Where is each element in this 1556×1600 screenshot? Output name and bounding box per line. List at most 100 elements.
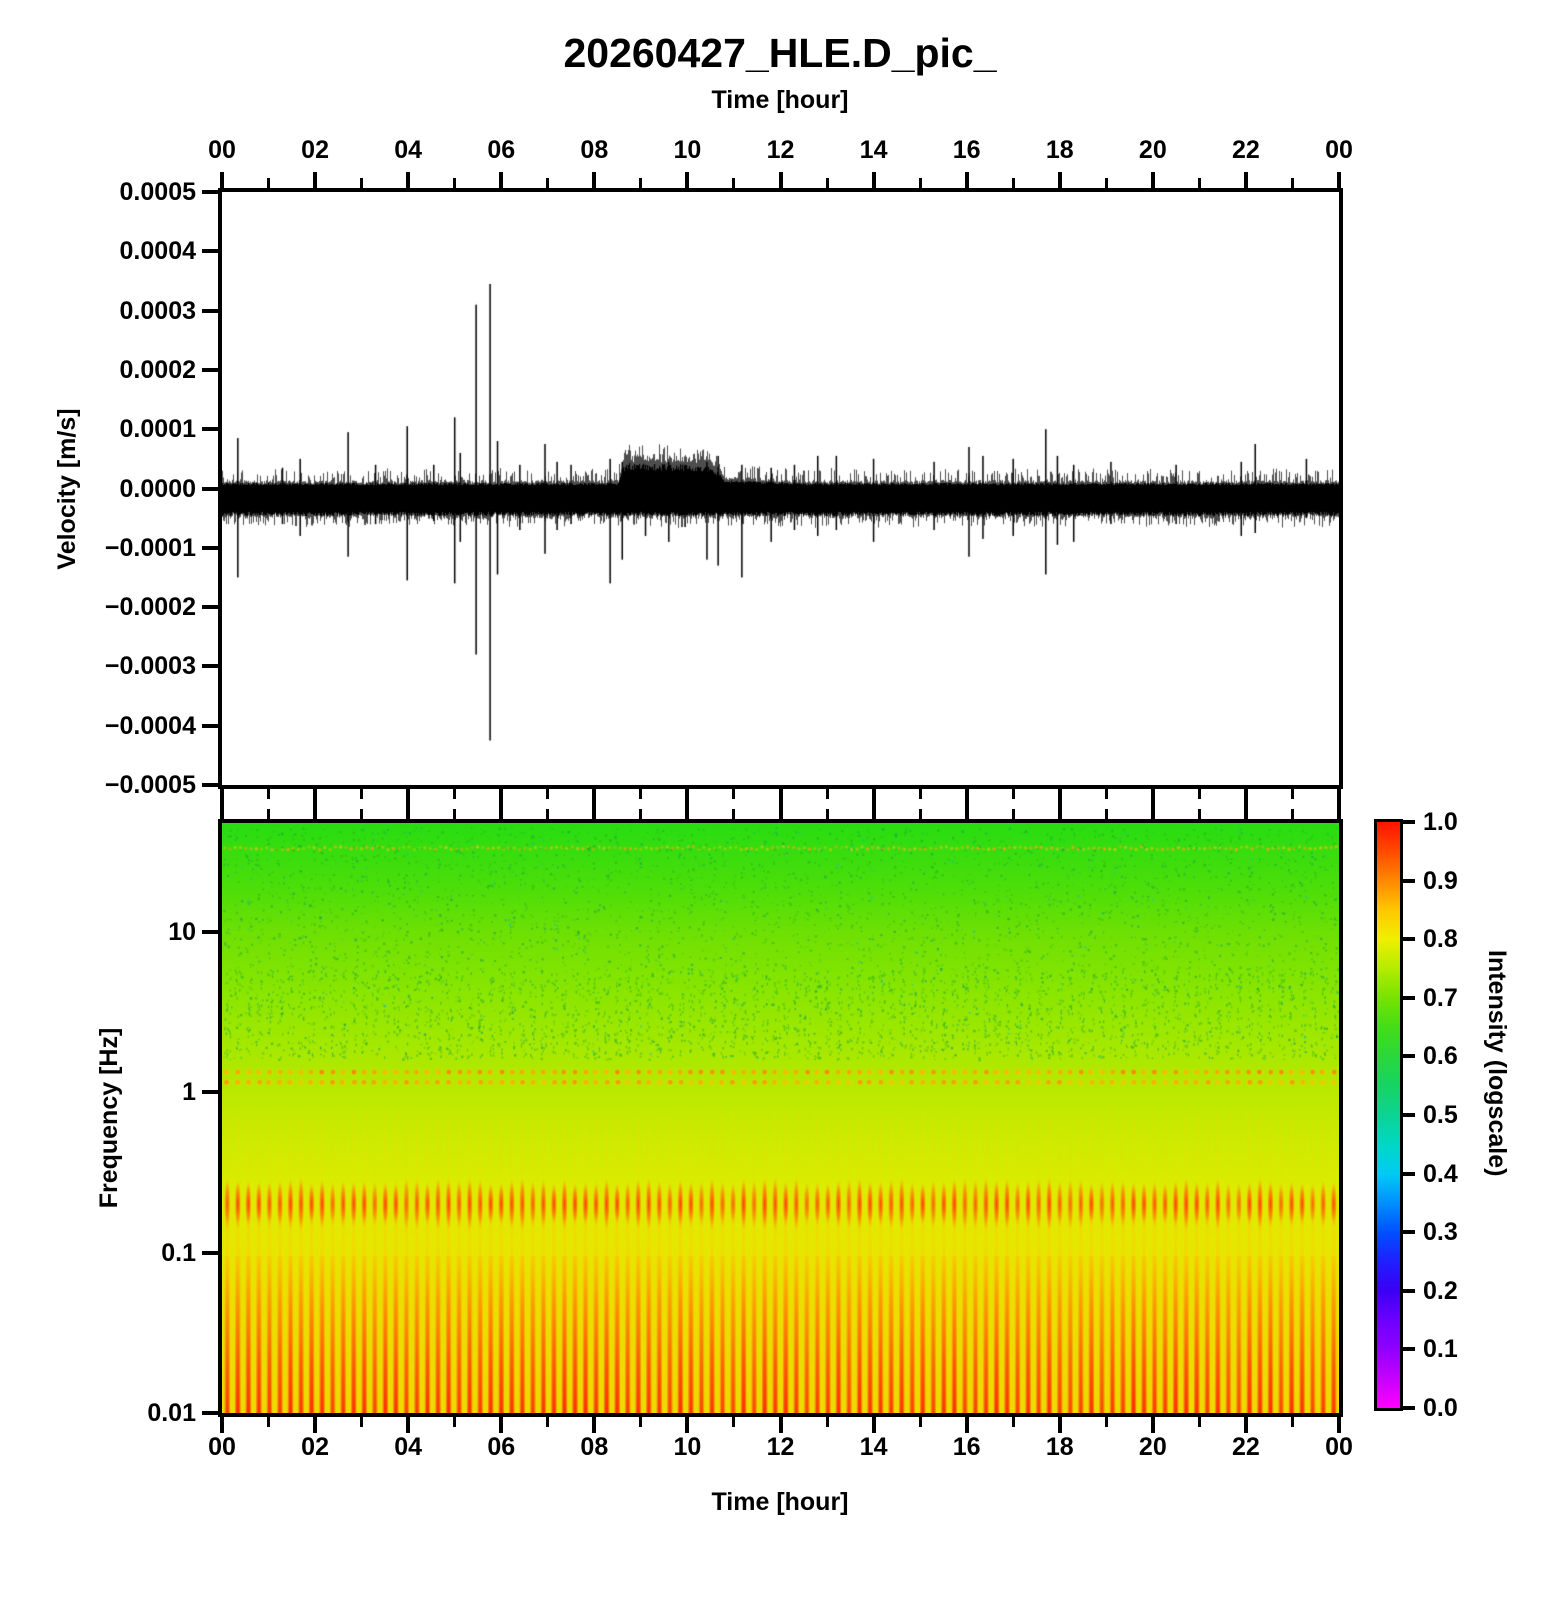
bottom-hour-label: 16 — [952, 1433, 981, 1461]
wave-y-tick — [202, 723, 218, 728]
wave-bottom-tick — [1011, 789, 1015, 799]
colorbar-tick — [1403, 1406, 1415, 1410]
wave-top-tick — [1104, 178, 1108, 188]
wave-bottom-tick — [1290, 789, 1294, 799]
wave-bottom-tick — [406, 789, 411, 805]
spec-top-tick — [918, 809, 922, 819]
spec-bottom-tick — [732, 1417, 736, 1427]
bottom-hour-label: 02 — [301, 1433, 329, 1461]
bottom-hour-label: 14 — [859, 1433, 888, 1461]
colorbar-tick — [1403, 878, 1415, 883]
top-hour-label: 18 — [1045, 136, 1074, 164]
top-hour-label: 16 — [952, 136, 981, 164]
spec-bottom-tick — [546, 1417, 550, 1427]
wave-top-tick — [267, 178, 271, 188]
spec-top-tick — [1150, 803, 1155, 819]
spec-top-tick — [685, 803, 690, 819]
top-hour-label: 12 — [766, 136, 795, 164]
spec-top-tick — [1243, 803, 1248, 819]
top-hour-label: 00 — [1325, 136, 1353, 164]
wave-bottom-tick — [267, 789, 271, 799]
colorbar-tick-label: 1.0 — [1423, 808, 1458, 836]
spec-bottom-tick — [1104, 1417, 1108, 1427]
spec-top-tick — [267, 809, 271, 819]
spec-top-tick — [499, 803, 504, 819]
wave-top-tick — [1337, 172, 1341, 188]
colorbar-tick — [1403, 937, 1415, 942]
spec-bottom-tick — [964, 1417, 969, 1433]
colorbar-tick — [1403, 820, 1415, 824]
wave-top-tick — [406, 172, 411, 188]
wave-top-tick — [220, 172, 224, 188]
wave-bottom-tick — [499, 789, 504, 805]
wave-bottom-tick — [871, 789, 876, 805]
wave-bottom-tick — [918, 789, 922, 799]
wave-top-tick — [1290, 178, 1294, 188]
wave-y-tick — [202, 367, 218, 372]
wave-y-label: 0.0005 — [119, 178, 196, 206]
wave-top-tick — [1150, 172, 1155, 188]
spec-top-tick — [639, 809, 643, 819]
spec-top-tick — [220, 803, 224, 819]
bottom-hour-label: 00 — [1325, 1433, 1353, 1461]
wave-y-tick — [202, 308, 218, 313]
spec-bottom-tick — [1150, 1417, 1155, 1433]
wave-bottom-tick — [1150, 789, 1155, 805]
wave-top-tick — [313, 172, 318, 188]
spec-bottom-tick — [406, 1417, 411, 1433]
waveform-frame — [218, 188, 1343, 789]
freq-y-label: 0.01 — [147, 1399, 196, 1427]
spec-top-tick — [360, 809, 364, 819]
wave-y-tick — [202, 783, 218, 787]
wave-top-tick — [499, 172, 504, 188]
spec-top-tick — [1197, 809, 1201, 819]
wave-bottom-tick — [685, 789, 690, 805]
freq-y-tick — [202, 1411, 218, 1415]
colorbar-tick-label: 0.1 — [1423, 1335, 1458, 1364]
freq-y-tick — [202, 1250, 218, 1255]
wave-y-label: −0.0002 — [104, 593, 196, 622]
wave-top-tick — [360, 178, 364, 188]
top-axis-title: Time [hour] — [711, 86, 849, 114]
wave-bottom-tick — [1104, 789, 1108, 799]
wave-y-label: 0.0004 — [119, 237, 196, 266]
wave-y-label: 0.0003 — [119, 296, 196, 325]
wave-y-tick — [202, 486, 218, 491]
spec-top-tick — [825, 809, 829, 819]
wave-top-tick — [592, 172, 597, 188]
wave-y-label: 0.0001 — [119, 415, 196, 444]
spectrogram-plot — [222, 823, 1339, 1413]
wave-top-tick — [1057, 172, 1062, 188]
spec-bottom-tick — [639, 1417, 643, 1427]
wave-y-tick — [202, 427, 218, 432]
spec-bottom-tick — [1011, 1417, 1015, 1427]
wave-bottom-tick — [360, 789, 364, 799]
colorbar-tick — [1403, 995, 1415, 1000]
wave-bottom-tick — [1243, 789, 1248, 805]
wave-top-tick — [453, 178, 457, 188]
bottom-hour-label: 18 — [1045, 1433, 1074, 1461]
spec-top-tick — [732, 809, 736, 819]
waveform-plot — [222, 192, 1339, 785]
spec-bottom-tick — [1337, 1417, 1341, 1433]
wave-top-tick — [918, 178, 922, 188]
spec-bottom-tick — [825, 1417, 829, 1427]
wave-bottom-tick — [1057, 789, 1062, 805]
wave-top-tick — [825, 178, 829, 188]
wave-bottom-tick — [1197, 789, 1201, 799]
colorbar-tick — [1403, 1113, 1415, 1117]
wave-top-tick — [778, 172, 783, 188]
colorbar-tick — [1403, 1288, 1415, 1293]
freq-y-label: 1 — [182, 1078, 196, 1106]
wave-y-tick — [202, 190, 218, 194]
wave-bottom-tick — [453, 789, 457, 799]
spec-top-tick — [1011, 809, 1015, 819]
wave-top-tick — [546, 178, 550, 188]
spec-bottom-tick — [592, 1417, 597, 1433]
colorbar-frame — [1374, 819, 1403, 1411]
wave-bottom-tick — [825, 789, 829, 799]
top-hour-label: 06 — [487, 136, 516, 164]
wave-top-tick — [1011, 178, 1015, 188]
wave-bottom-tick — [220, 789, 224, 805]
